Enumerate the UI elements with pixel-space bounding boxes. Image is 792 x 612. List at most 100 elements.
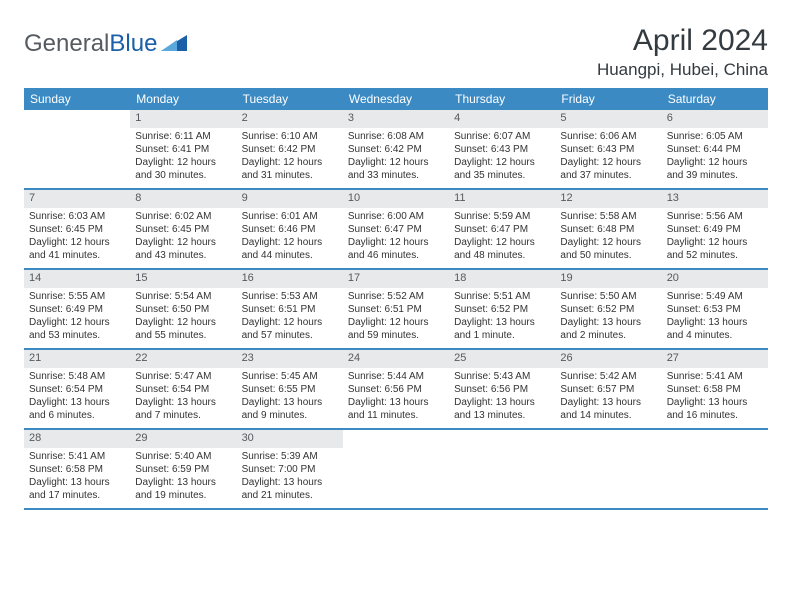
day-number: 5 (555, 110, 661, 128)
day-line-d2: and 4 minutes. (667, 330, 763, 343)
day-line-d1: Daylight: 13 hours (454, 317, 550, 330)
day-line-d1: Daylight: 13 hours (242, 397, 338, 410)
day-body: Sunrise: 6:08 AMSunset: 6:42 PMDaylight:… (343, 130, 449, 187)
day-line-sr: Sunrise: 6:08 AM (348, 131, 444, 144)
day-line-ss: Sunset: 6:41 PM (135, 144, 231, 157)
week-row: 7Sunrise: 6:03 AMSunset: 6:45 PMDaylight… (24, 190, 768, 270)
calendar-grid: SundayMondayTuesdayWednesdayThursdayFrid… (24, 88, 768, 510)
day-cell: 6 Sunrise: 6:05 AMSunset: 6:44 PMDaylight… (662, 110, 768, 188)
day-number: 20 (662, 270, 768, 288)
day-cell: 10Sunrise: 6:00 AMSunset: 6:47 PMDayligh… (343, 190, 449, 268)
day-line-d1: Daylight: 13 hours (29, 477, 125, 490)
day-body: Sunrise: 6:03 AMSunset: 6:45 PMDaylight:… (24, 210, 130, 267)
empty-day-cell: . (662, 430, 768, 508)
day-cell: 19Sunrise: 5:50 AMSunset: 6:52 PMDayligh… (555, 270, 661, 348)
day-body: Sunrise: 6:05 AMSunset: 6:44 PMDaylight:… (662, 130, 768, 187)
empty-day-cell: . (24, 110, 130, 188)
day-body: Sunrise: 6:00 AMSunset: 6:47 PMDaylight:… (343, 210, 449, 267)
day-line-d1: Daylight: 12 hours (454, 157, 550, 170)
week-row: 28Sunrise: 5:41 AMSunset: 6:58 PMDayligh… (24, 430, 768, 510)
day-number: 13 (662, 190, 768, 208)
day-line-sr: Sunrise: 5:58 AM (560, 211, 656, 224)
location-text: Huangpi, Hubei, China (597, 60, 768, 80)
day-line-sr: Sunrise: 5:55 AM (29, 291, 125, 304)
day-line-d1: Daylight: 12 hours (135, 317, 231, 330)
day-line-d2: and 48 minutes. (454, 250, 550, 263)
day-line-d1: Daylight: 13 hours (242, 477, 338, 490)
day-line-d1: Daylight: 13 hours (667, 317, 763, 330)
day-line-ss: Sunset: 6:58 PM (29, 464, 125, 477)
day-line-d2: and 19 minutes. (135, 490, 231, 503)
day-body: Sunrise: 5:53 AMSunset: 6:51 PMDaylight:… (237, 290, 343, 347)
day-body: Sunrise: 6:07 AMSunset: 6:43 PMDaylight:… (449, 130, 555, 187)
empty-day-cell: . (343, 430, 449, 508)
day-line-d1: Daylight: 12 hours (242, 157, 338, 170)
day-line-d2: and 52 minutes. (667, 250, 763, 263)
day-number: 21 (24, 350, 130, 368)
day-line-d1: Daylight: 12 hours (242, 317, 338, 330)
day-line-sr: Sunrise: 5:42 AM (560, 371, 656, 384)
day-line-d1: Daylight: 12 hours (29, 317, 125, 330)
day-line-d2: and 1 minute. (454, 330, 550, 343)
day-number: 12 (555, 190, 661, 208)
day-number: 28 (24, 430, 130, 448)
day-line-sr: Sunrise: 5:41 AM (29, 451, 125, 464)
logo-text-part2: Blue (109, 30, 157, 58)
day-number: 25 (449, 350, 555, 368)
day-cell: 25 Sunrise: 5:43 AMSunset: 6:56 PMDayligh… (449, 350, 555, 428)
day-line-ss: Sunset: 6:42 PM (348, 144, 444, 157)
day-line-d2: and 17 minutes. (29, 490, 125, 503)
day-line-ss: Sunset: 6:48 PM (560, 224, 656, 237)
day-body: Sunrise: 6:06 AMSunset: 6:43 PMDaylight:… (555, 130, 661, 187)
day-number: 8 (130, 190, 236, 208)
day-body: Sunrise: 5:52 AMSunset: 6:51 PMDaylight:… (343, 290, 449, 347)
day-body: Sunrise: 5:39 AMSunset: 7:00 PMDaylight:… (237, 450, 343, 507)
day-line-sr: Sunrise: 5:51 AM (454, 291, 550, 304)
day-line-d2: and 14 minutes. (560, 410, 656, 423)
day-line-d2: and 59 minutes. (348, 330, 444, 343)
day-line-ss: Sunset: 6:59 PM (135, 464, 231, 477)
day-line-ss: Sunset: 6:50 PM (135, 304, 231, 317)
day-line-sr: Sunrise: 5:53 AM (242, 291, 338, 304)
day-line-d2: and 9 minutes. (242, 410, 338, 423)
day-line-sr: Sunrise: 5:54 AM (135, 291, 231, 304)
day-body: Sunrise: 6:10 AMSunset: 6:42 PMDaylight:… (237, 130, 343, 187)
weekday-header: Monday (130, 88, 236, 110)
day-line-d1: Daylight: 13 hours (135, 397, 231, 410)
day-number: 15 (130, 270, 236, 288)
day-line-sr: Sunrise: 5:39 AM (242, 451, 338, 464)
day-line-ss: Sunset: 6:58 PM (667, 384, 763, 397)
day-line-sr: Sunrise: 5:59 AM (454, 211, 550, 224)
day-line-d1: Daylight: 12 hours (348, 237, 444, 250)
day-body: Sunrise: 5:41 AMSunset: 6:58 PMDaylight:… (662, 370, 768, 427)
weekday-header: Thursday (449, 88, 555, 110)
day-body: Sunrise: 6:02 AMSunset: 6:45 PMDaylight:… (130, 210, 236, 267)
day-line-d2: and 35 minutes. (454, 170, 550, 183)
day-line-sr: Sunrise: 5:50 AM (560, 291, 656, 304)
day-line-ss: Sunset: 6:54 PM (29, 384, 125, 397)
day-line-d1: Daylight: 13 hours (667, 397, 763, 410)
day-cell: 2Sunrise: 6:10 AMSunset: 6:42 PMDaylight… (237, 110, 343, 188)
day-cell: 28 Sunrise: 5:41 AMSunset: 6:58 PMDayligh… (24, 430, 130, 508)
day-body: Sunrise: 5:43 AMSunset: 6:56 PMDaylight:… (449, 370, 555, 427)
day-line-d2: and 53 minutes. (29, 330, 125, 343)
day-body: Sunrise: 6:01 AMSunset: 6:46 PMDaylight:… (237, 210, 343, 267)
day-line-ss: Sunset: 6:47 PM (454, 224, 550, 237)
day-cell: 12Sunrise: 5:58 AMSunset: 6:48 PMDayligh… (555, 190, 661, 268)
day-cell: 11Sunrise: 5:59 AMSunset: 6:47 PMDayligh… (449, 190, 555, 268)
day-line-ss: Sunset: 6:51 PM (348, 304, 444, 317)
day-cell: 13Sunrise: 5:56 AMSunset: 6:49 PMDayligh… (662, 190, 768, 268)
day-line-d1: Daylight: 12 hours (348, 157, 444, 170)
month-title: April 2024 (597, 24, 768, 58)
day-body: Sunrise: 5:41 AMSunset: 6:58 PMDaylight:… (24, 450, 130, 507)
day-line-d1: Daylight: 13 hours (454, 397, 550, 410)
day-number: 22 (130, 350, 236, 368)
day-cell: 20Sunrise: 5:49 AMSunset: 6:53 PMDayligh… (662, 270, 768, 348)
day-number: 6 (662, 110, 768, 128)
day-line-d1: Daylight: 13 hours (560, 317, 656, 330)
day-line-d1: Daylight: 12 hours (348, 317, 444, 330)
day-cell: 21Sunrise: 5:48 AMSunset: 6:54 PMDayligh… (24, 350, 130, 428)
day-line-d2: and 37 minutes. (560, 170, 656, 183)
calendar-page: GeneralBlue April 2024 Huangpi, Hubei, C… (0, 0, 792, 522)
day-number: 3 (343, 110, 449, 128)
